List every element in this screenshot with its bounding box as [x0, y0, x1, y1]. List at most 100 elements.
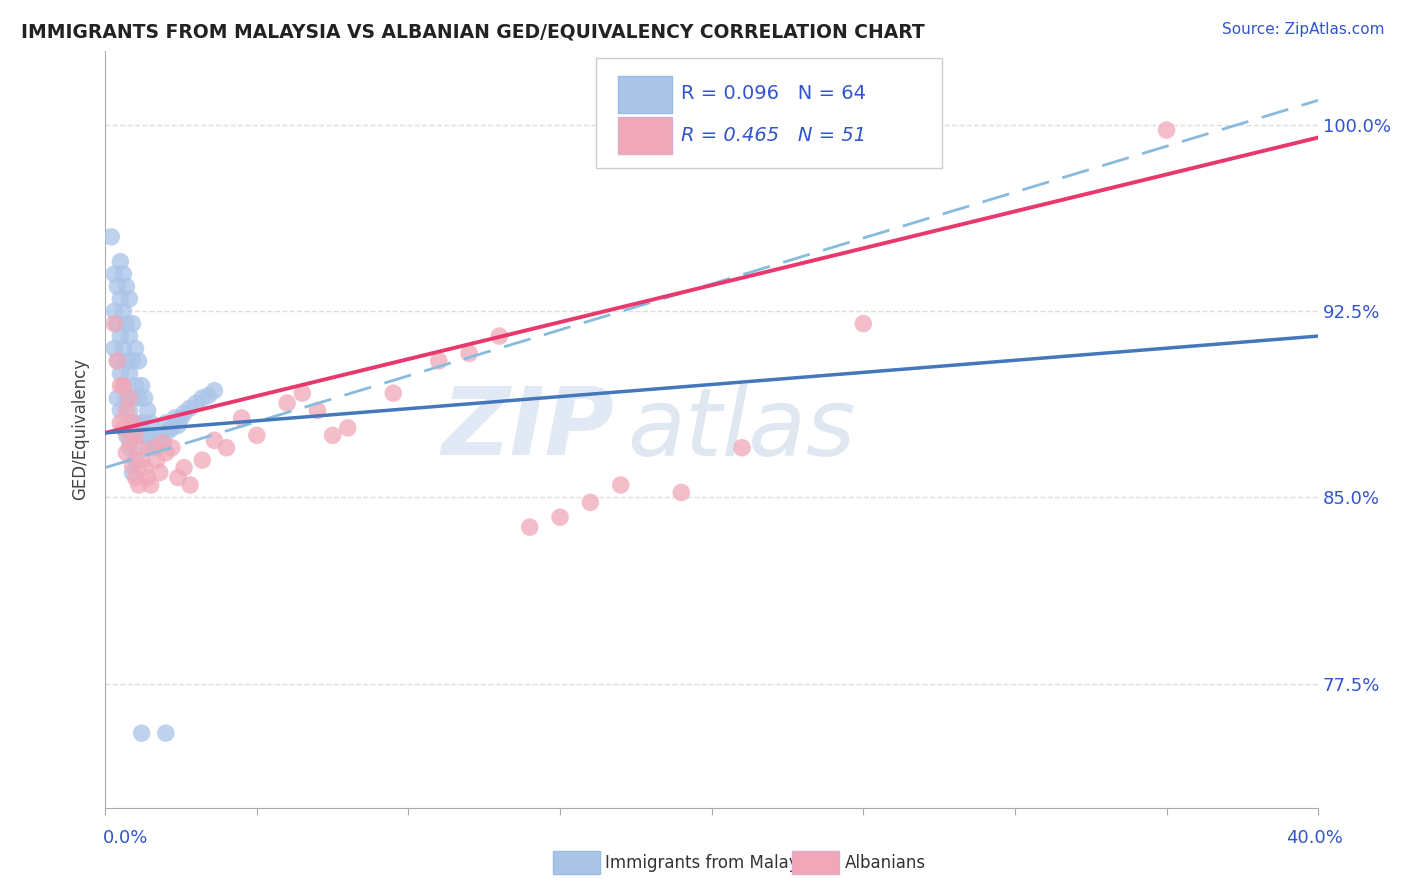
- Point: [1156, 123, 1178, 137]
- Point: [139, 416, 162, 430]
- Point: [191, 453, 214, 467]
- Point: [134, 428, 156, 442]
- Point: [118, 329, 141, 343]
- Point: [152, 435, 174, 450]
- Point: [131, 726, 153, 740]
- Point: [731, 441, 754, 455]
- Point: [121, 317, 143, 331]
- Point: [197, 389, 219, 403]
- Point: [115, 391, 138, 405]
- Point: [110, 416, 132, 430]
- Point: [163, 411, 186, 425]
- Point: [179, 478, 201, 492]
- Point: [134, 460, 156, 475]
- Point: [112, 421, 135, 435]
- FancyBboxPatch shape: [596, 58, 942, 168]
- Point: [100, 229, 122, 244]
- Point: [145, 453, 167, 467]
- Point: [488, 329, 510, 343]
- Point: [202, 434, 225, 448]
- Point: [121, 391, 143, 405]
- Point: [149, 428, 172, 442]
- Point: [121, 458, 143, 472]
- Point: [191, 391, 214, 405]
- Point: [103, 342, 125, 356]
- Point: [215, 441, 238, 455]
- Point: [139, 478, 162, 492]
- Point: [548, 510, 571, 524]
- Point: [121, 428, 143, 442]
- Point: [152, 435, 174, 450]
- Point: [118, 403, 141, 417]
- Point: [155, 726, 177, 740]
- Point: [671, 485, 693, 500]
- Point: [128, 391, 150, 405]
- Point: [382, 386, 405, 401]
- Point: [142, 441, 165, 455]
- Point: [118, 292, 141, 306]
- Point: [167, 470, 190, 484]
- Point: [105, 391, 128, 405]
- Point: [160, 421, 183, 435]
- Point: [131, 378, 153, 392]
- Point: [167, 418, 190, 433]
- Point: [322, 428, 344, 442]
- Point: [115, 403, 138, 417]
- Point: [105, 279, 128, 293]
- Point: [160, 441, 183, 455]
- Point: [427, 354, 450, 368]
- Point: [115, 354, 138, 368]
- Point: [112, 267, 135, 281]
- Point: [115, 428, 138, 442]
- Point: [173, 406, 195, 420]
- Point: [128, 428, 150, 442]
- Point: [124, 378, 146, 392]
- Point: [131, 416, 153, 430]
- Point: [307, 403, 329, 417]
- Point: [110, 403, 132, 417]
- Point: [121, 466, 143, 480]
- Point: [115, 446, 138, 460]
- Point: [136, 441, 159, 455]
- Point: [118, 391, 141, 405]
- Point: [118, 367, 141, 381]
- Point: [110, 329, 132, 343]
- Y-axis label: GED/Equivalency: GED/Equivalency: [72, 358, 89, 500]
- Point: [115, 317, 138, 331]
- Point: [110, 254, 132, 268]
- Text: Source: ZipAtlas.com: Source: ZipAtlas.com: [1222, 22, 1385, 37]
- Point: [852, 317, 875, 331]
- Point: [131, 453, 153, 467]
- Point: [179, 401, 201, 415]
- Point: [609, 478, 631, 492]
- Point: [103, 317, 125, 331]
- Point: [134, 391, 156, 405]
- Point: [142, 428, 165, 442]
- Point: [105, 354, 128, 368]
- Point: [170, 411, 193, 425]
- Point: [103, 267, 125, 281]
- Point: [231, 411, 253, 425]
- Text: R = 0.465   N = 51: R = 0.465 N = 51: [682, 126, 866, 145]
- Point: [155, 416, 177, 430]
- Point: [157, 423, 180, 437]
- Point: [112, 342, 135, 356]
- Point: [105, 317, 128, 331]
- Point: [128, 441, 150, 455]
- Text: atlas: atlas: [627, 384, 855, 475]
- Point: [124, 453, 146, 467]
- Point: [291, 386, 314, 401]
- Point: [112, 304, 135, 318]
- Point: [124, 342, 146, 356]
- Point: [336, 421, 359, 435]
- Point: [276, 396, 298, 410]
- Point: [519, 520, 541, 534]
- Text: Albanians: Albanians: [845, 855, 927, 872]
- Point: [124, 470, 146, 484]
- Point: [246, 428, 269, 442]
- Text: 40.0%: 40.0%: [1286, 829, 1343, 847]
- Point: [128, 478, 150, 492]
- Point: [118, 441, 141, 455]
- Point: [110, 292, 132, 306]
- Point: [579, 495, 602, 509]
